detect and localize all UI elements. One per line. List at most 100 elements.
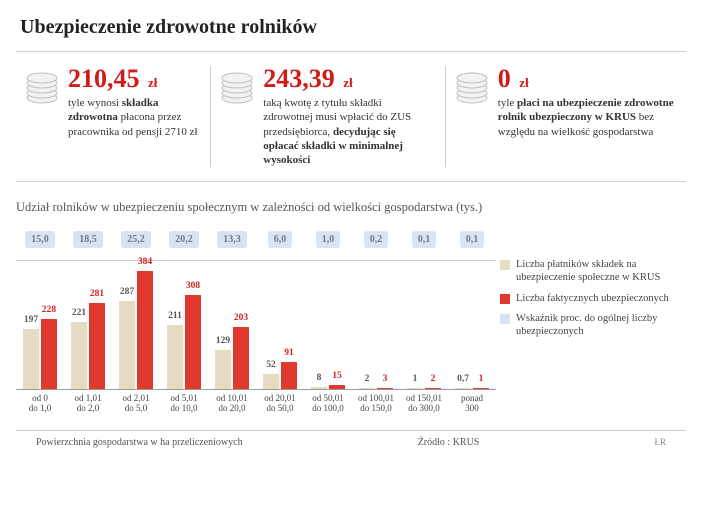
bar-v1: 287 [119,301,135,389]
bar-group: 287384 [112,271,160,389]
bar-group: 815 [304,385,352,390]
x-label: od 1,01 do 2,0 [64,394,112,414]
legend-swatch [500,260,510,270]
pct-pill: 6,0 [268,231,293,248]
chart-source: Źródło : KRUS [418,437,480,448]
bar-label: 287 [120,287,134,297]
bar-v1: 2 [359,388,375,389]
bar-group: 129203 [208,327,256,389]
bar-label: 91 [284,348,294,358]
bar-label: 3 [383,374,388,384]
legend-swatch [500,294,510,304]
pct-pill: 25,2 [121,231,151,248]
pct-cell: 0,1 [400,229,448,248]
x-label: od 150,01 do 300,0 [400,394,448,414]
bar-label: 0,7 [457,374,469,384]
x-label: ponad 300 [448,394,496,414]
x-label: od 10,01 do 20,0 [208,394,256,414]
bar-label: 2 [365,374,370,384]
bar-group: 23 [352,388,400,389]
stat-value: 0 zł [498,66,674,92]
bar-v2: 2 [425,388,441,389]
pct-cell: 13,3 [208,229,256,248]
bar-label: 52 [266,360,276,370]
stat-desc: tyle wynosi składka zdrowotna płacona pr… [68,96,198,139]
stat-currency: zł [148,75,157,90]
bar-group: 0,71 [448,388,496,389]
pct-pill: 18,5 [73,231,103,248]
stats-row: 210,45 zł tyle wynosi składka zdrowotna p… [16,51,686,182]
bar-v1: 197 [23,329,39,390]
pct-cell: 18,5 [64,229,112,248]
legend-item: Liczba faktycznych ubezpieczonych [500,293,686,306]
stat-block: 210,45 zł tyle wynosi składka zdrowotna p… [16,66,210,167]
x-label: od 2,01 do 5,0 [112,394,160,414]
bar-v2: 228 [41,319,57,389]
x-label: od 20,01 do 50,0 [256,394,304,414]
bar-v2: 91 [281,362,297,390]
bar-v1: 0,7 [455,388,471,389]
pct-pill: 0,1 [460,231,485,248]
bar-label: 1 [413,374,418,384]
legend-label: Liczba faktycznych ubezpieczonych [516,293,669,306]
stat-value: 210,45 zł [68,66,198,92]
chart-legend: Liczba płatników składek na ubezpieczeni… [496,229,686,414]
legend-item: Wskaźnik proc. do ogólnej liczby ubezpie… [500,313,686,338]
bar-group: 221281 [64,303,112,389]
bar-label: 1 [479,374,484,384]
bar-v2: 281 [89,303,105,389]
pct-cell: 6,0 [256,229,304,248]
coins-icon [454,68,490,106]
bar-group: 197228 [16,319,64,389]
bar-label: 8 [317,373,322,383]
stat-currency: zł [519,75,528,90]
x-label: od 50,01 do 100,0 [304,394,352,414]
bar-v2: 3 [377,388,393,389]
bar-label: 129 [216,336,230,346]
bar-v1: 221 [71,322,87,390]
pct-pill: 0,1 [412,231,437,248]
stat-block: 243,39 złtaką kwotę z tytułu składki zdr… [210,66,445,167]
bar-v2: 1 [473,388,489,389]
pct-pill: 1,0 [316,231,341,248]
bar-v1: 211 [167,325,183,390]
bar-v1: 52 [263,374,279,390]
bar-label: 308 [186,281,200,291]
bar-group: 12 [400,388,448,389]
pct-pill: 20,2 [169,231,199,248]
legend-label: Wskaźnik proc. do ogólnej liczby ubezpie… [516,313,686,338]
pct-pill: 15,0 [25,231,55,248]
x-label: od 0 do 1,0 [16,394,64,414]
bar-label: 15 [332,371,342,381]
pct-pill: 13,3 [217,231,247,248]
pct-cell: 25,2 [112,229,160,248]
legend-swatch [500,314,510,324]
bar-v2: 15 [329,385,345,390]
bar-group: 5291 [256,362,304,390]
x-label: od 100,01 do 150,0 [352,394,400,414]
pct-cell: 0,2 [352,229,400,248]
bar-v1: 129 [215,350,231,390]
bar-label: 197 [24,315,38,325]
pct-cell: 15,0 [16,229,64,248]
pct-cell: 20,2 [160,229,208,248]
bar-label: 384 [138,257,152,267]
bar-label: 203 [234,313,248,323]
bar-v2: 308 [185,295,201,390]
coins-icon [219,68,255,106]
bar-label: 228 [42,305,56,315]
legend-label: Liczba płatników składek na ubezpieczeni… [516,259,686,284]
x-label: od 5,01 do 10,0 [160,394,208,414]
bar-group: 211308 [160,295,208,390]
legend-item: Liczba płatników składek na ubezpieczeni… [500,259,686,284]
coins-icon [24,68,60,106]
pct-cell: 1,0 [304,229,352,248]
stat-desc: tyle płaci na ubezpie­czenie zdrowotne r… [498,96,674,139]
stat-block: 0 zł tyle płaci na ubezpie­czenie zdrowot… [445,66,686,167]
page-title: Ubezpieczenie zdrowotne rolników [20,16,682,39]
bar-label: 221 [72,308,86,318]
bar-label: 211 [168,311,182,321]
pct-cell: 0,1 [448,229,496,248]
stat-value: 243,39 zł [263,66,433,92]
stat-currency: zł [343,75,352,90]
